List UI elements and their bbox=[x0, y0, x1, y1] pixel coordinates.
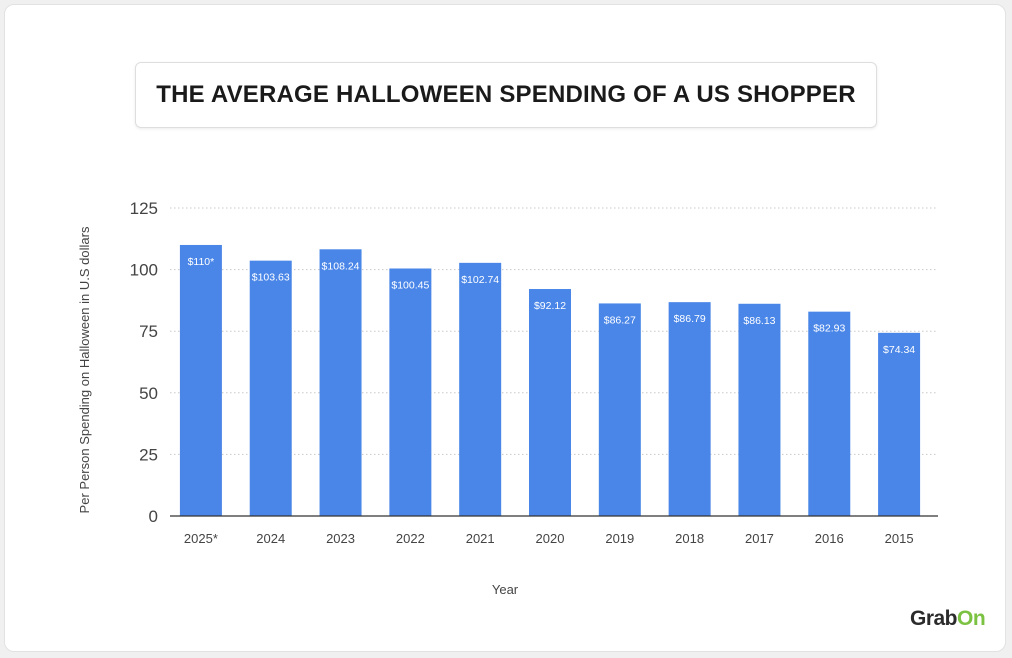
bar bbox=[179, 244, 222, 516]
y-axis-title: Per Person Spending on Halloween in U.S … bbox=[77, 226, 92, 513]
data-label: $86.79 bbox=[674, 313, 706, 325]
data-label: $82.93 bbox=[813, 323, 845, 335]
bar bbox=[668, 302, 711, 516]
bar bbox=[249, 260, 292, 516]
logo-accent-text: On bbox=[957, 607, 986, 630]
x-tick-label: 2024 bbox=[256, 531, 285, 546]
data-label: $108.24 bbox=[322, 260, 360, 272]
x-tick-label: 2023 bbox=[326, 531, 355, 546]
bar bbox=[878, 332, 921, 516]
data-label: $103.63 bbox=[252, 272, 290, 284]
data-label: $74.34 bbox=[883, 344, 915, 356]
bar bbox=[529, 289, 571, 516]
data-label: $86.13 bbox=[743, 315, 775, 327]
title-box: THE AVERAGE HALLOWEEN SPENDING OF A US S… bbox=[135, 62, 877, 128]
y-tick-label: 50 bbox=[139, 384, 158, 403]
grabon-logo: GrabOn bbox=[910, 607, 986, 631]
data-label: $100.45 bbox=[391, 279, 429, 291]
y-tick-label: 75 bbox=[139, 322, 158, 341]
y-tick-label: 25 bbox=[139, 445, 158, 464]
bar bbox=[319, 249, 362, 517]
bar bbox=[738, 303, 781, 516]
bar bbox=[389, 268, 432, 516]
x-tick-label: 2016 bbox=[815, 531, 844, 546]
x-tick-label: 2020 bbox=[536, 531, 565, 546]
x-tick-label: 2022 bbox=[396, 531, 425, 546]
x-tick-label: 2015 bbox=[885, 531, 914, 546]
x-tick-label: 2017 bbox=[745, 531, 774, 546]
y-tick-label: 100 bbox=[130, 261, 158, 280]
data-label: $102.74 bbox=[461, 274, 499, 286]
y-tick-label: 0 bbox=[149, 507, 158, 526]
x-tick-label: 2021 bbox=[466, 531, 495, 546]
y-tick-label: 125 bbox=[130, 199, 158, 218]
bar bbox=[808, 311, 851, 516]
logo-main-text: Grab bbox=[910, 607, 958, 630]
bar bbox=[598, 303, 641, 516]
x-axis-title: Year bbox=[492, 582, 519, 597]
x-tick-label: 2018 bbox=[675, 531, 704, 546]
bar bbox=[459, 262, 502, 516]
data-label: $92.12 bbox=[534, 300, 566, 312]
x-tick-label: 2019 bbox=[605, 531, 634, 546]
data-label: $86.27 bbox=[604, 314, 636, 326]
x-tick-label: 2025* bbox=[184, 531, 218, 546]
data-label: $110* bbox=[188, 256, 215, 268]
chart-title: THE AVERAGE HALLOWEEN SPENDING OF A US S… bbox=[156, 81, 856, 108]
